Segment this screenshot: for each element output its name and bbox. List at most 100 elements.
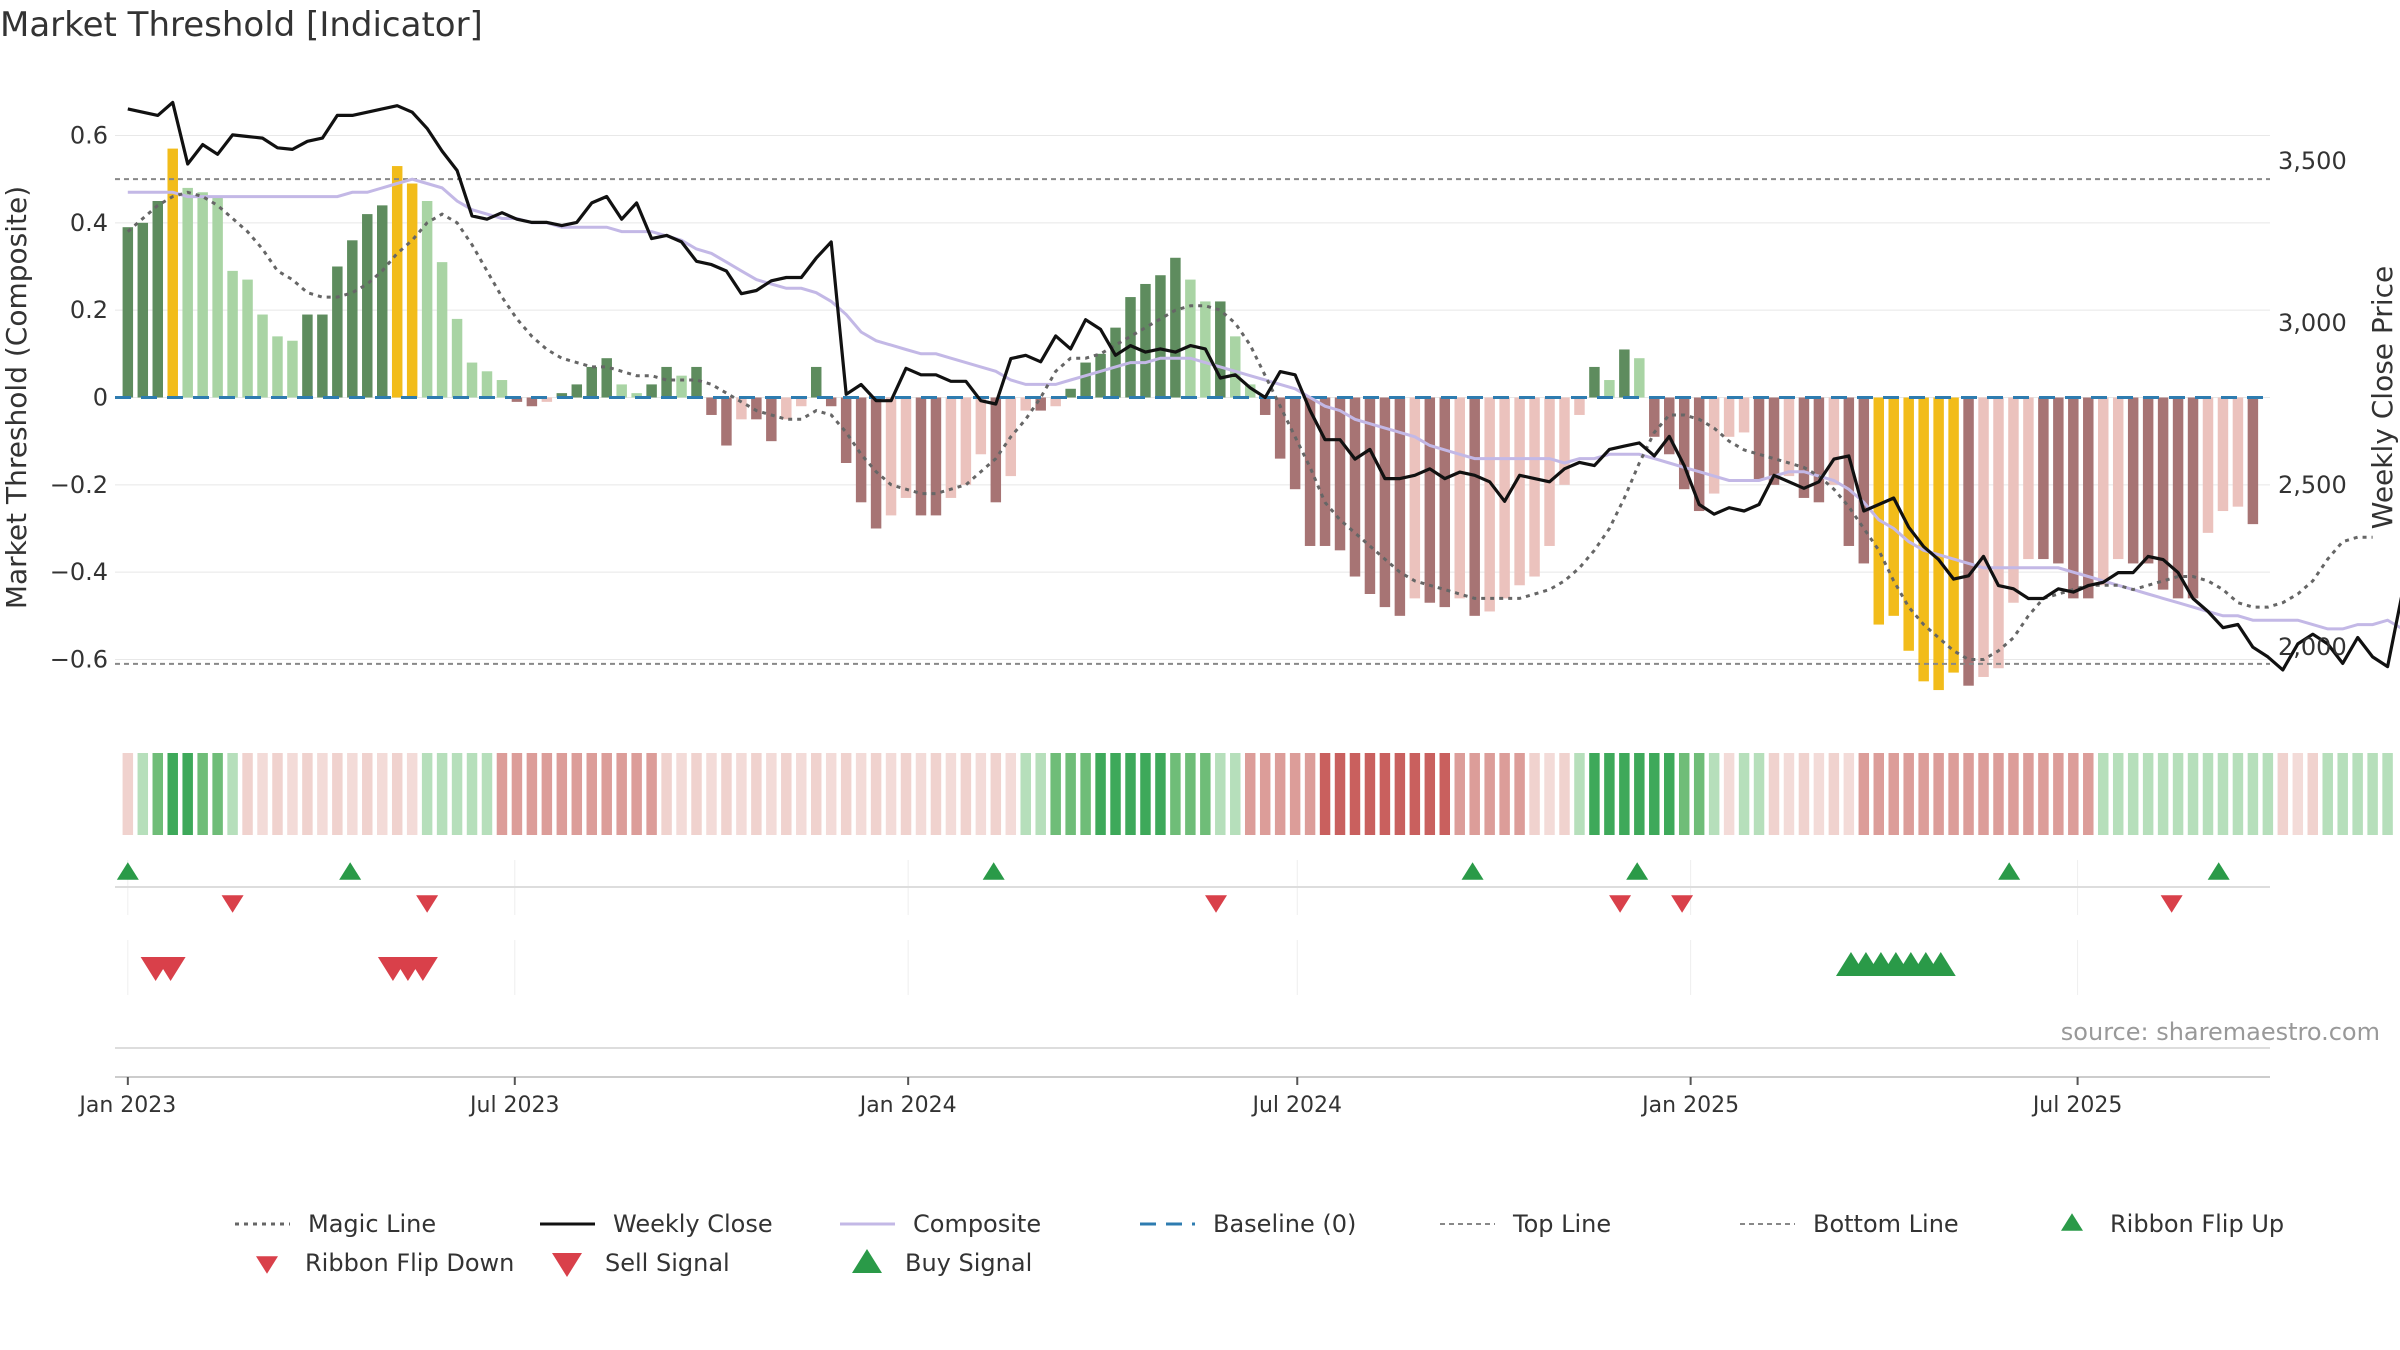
histogram-bar xyxy=(1289,397,1301,490)
ribbon-cell xyxy=(781,753,792,835)
histogram-bar xyxy=(257,314,268,398)
ribbon-cell xyxy=(2307,753,2318,835)
histogram-bar xyxy=(1185,279,1196,398)
ribbon-cell xyxy=(1604,753,1615,835)
histogram-bar xyxy=(1664,397,1675,455)
ribbon-cell xyxy=(302,753,313,835)
ribbon-cell xyxy=(840,753,852,835)
histogram-bar xyxy=(781,397,792,420)
ribbon-cell xyxy=(721,753,732,835)
histogram-bar xyxy=(1978,397,1989,677)
sell-signal-marker xyxy=(407,957,438,981)
histogram-bar xyxy=(1244,384,1256,398)
ribbon-cell xyxy=(975,753,987,835)
ribbon-cell xyxy=(1005,753,1017,835)
ribbon-flip-down-marker xyxy=(1205,895,1228,913)
histogram-bar xyxy=(990,397,1002,503)
ribbon-cell xyxy=(1484,753,1495,835)
histogram-bar xyxy=(661,366,672,398)
y-left-tick-label: 0.6 xyxy=(70,122,108,150)
ribbon-cell xyxy=(766,753,777,835)
x-tick-label: Jan 2024 xyxy=(858,1093,957,1118)
ribbon-cell xyxy=(900,753,912,835)
histogram-bar xyxy=(1020,397,1031,411)
ribbon-cell xyxy=(2083,753,2094,835)
ribbon-cell xyxy=(1514,753,1525,835)
histogram-bars xyxy=(122,148,2259,691)
ribbon-cell xyxy=(526,753,538,835)
histogram-bar xyxy=(2217,397,2229,512)
ribbon-cell xyxy=(511,753,523,835)
ribbon-cell xyxy=(287,753,298,835)
ribbon-cell xyxy=(1035,753,1046,835)
ribbon-cell xyxy=(646,753,657,835)
ribbon-cell xyxy=(182,753,193,835)
ribbon-cell xyxy=(2068,753,2079,835)
histogram-bar xyxy=(2127,397,2139,564)
ribbon-cell xyxy=(1978,753,1989,835)
ribbon-cell xyxy=(376,753,388,835)
ribbon-cell xyxy=(1873,753,1885,835)
histogram-bar xyxy=(2083,397,2094,599)
ribbon-cell xyxy=(1529,753,1540,835)
histogram-bar xyxy=(1334,397,1346,551)
ribbon-cell xyxy=(406,753,418,835)
histogram-bar xyxy=(152,201,163,398)
histogram-bar xyxy=(2008,397,2019,603)
ribbon-cell xyxy=(1439,753,1451,835)
ribbon-cell xyxy=(870,753,882,835)
ribbon-cell xyxy=(796,753,807,835)
ribbon-cell xyxy=(1993,753,2004,835)
histogram-bar xyxy=(122,227,134,398)
histogram-bar xyxy=(1933,397,1944,691)
ribbon-cell xyxy=(1544,753,1555,835)
ribbon-cell xyxy=(347,753,358,835)
ribbon-cell xyxy=(2112,753,2124,835)
y-left-axis-label: Market Threshold (Composite) xyxy=(0,186,33,609)
composite-line xyxy=(127,177,2400,631)
y-right-tick-label: 2,000 xyxy=(2278,633,2347,661)
ribbon-cell xyxy=(332,753,343,835)
histogram-bar xyxy=(1050,397,1061,407)
y-left-tick-label: −0.4 xyxy=(50,558,108,586)
legend-item-sell: Sell Signal xyxy=(552,1249,730,1277)
ribbon-cell xyxy=(1753,753,1765,835)
ribbon-cell xyxy=(1499,753,1510,835)
weekly-close-line xyxy=(127,100,2400,672)
legend-swatch xyxy=(852,1249,882,1273)
ribbon-cell xyxy=(391,753,403,835)
ribbon-cell xyxy=(2217,753,2229,835)
histogram-bar xyxy=(1574,397,1585,415)
histogram-bar xyxy=(1469,397,1480,616)
ribbon-cell xyxy=(1903,753,1914,835)
histogram-bar xyxy=(1454,397,1465,599)
histogram-bar xyxy=(900,397,912,498)
ribbon-flip-up-marker xyxy=(1998,862,2021,880)
ribbon-cell xyxy=(2232,753,2244,835)
histogram-bar xyxy=(2232,397,2244,507)
histogram-bar xyxy=(975,397,987,455)
histogram-bar xyxy=(1918,397,1929,682)
ribbon-cell xyxy=(990,753,1002,835)
ribbon-cell xyxy=(1259,753,1271,835)
y-left-tick-label: −0.2 xyxy=(50,471,108,499)
legend-item-buy: Buy Signal xyxy=(852,1249,1032,1277)
ribbon-cell xyxy=(1289,753,1301,835)
ribbon-cell xyxy=(1185,753,1196,835)
histogram-bar xyxy=(137,222,149,398)
ribbon-cell xyxy=(2053,753,2064,835)
histogram-bar xyxy=(1230,336,1241,398)
histogram-bar xyxy=(691,366,702,398)
ribbon-cell xyxy=(586,753,597,835)
x-tick-label: Jul 2023 xyxy=(468,1093,560,1118)
legend-label: Sell Signal xyxy=(605,1249,730,1277)
legend-item-flipup: Ribbon Flip Up xyxy=(2061,1210,2284,1238)
ribbon-cell xyxy=(2262,753,2274,835)
histogram-bar xyxy=(451,318,463,398)
histogram-bar xyxy=(571,384,583,398)
histogram-bar xyxy=(2038,397,2049,560)
histogram-bar xyxy=(1035,397,1046,411)
ribbon-cell xyxy=(257,753,268,835)
ribbon-cell xyxy=(1858,753,1870,835)
ribbon-cell xyxy=(736,753,747,835)
